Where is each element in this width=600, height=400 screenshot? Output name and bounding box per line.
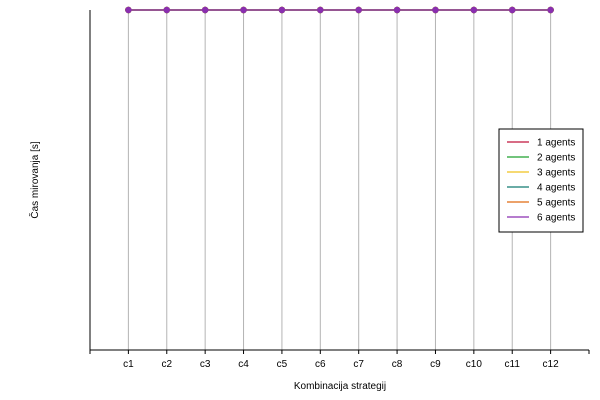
x-tick-label-c10: c10 (466, 359, 483, 370)
legend-label-5: 5 agents (537, 198, 575, 209)
legend: 1 agents 2 agents 3 agents 4 agents 5 agents… (498, 128, 584, 233)
x-tick-label-c2: c2 (161, 359, 172, 370)
x-tick-label-c8: c8 (392, 359, 403, 370)
data-point-s6-c2 (163, 6, 170, 14)
x-tick-label-c4: c4 (238, 359, 249, 370)
x-tick-label-c11: c11 (505, 359, 521, 370)
legend-box (498, 128, 584, 233)
data-point-s6-c5 (278, 6, 286, 14)
x-tick-label-c9: c9 (430, 359, 441, 370)
x-tick-label-c5: c5 (277, 359, 288, 370)
data-point-s6-c1 (125, 6, 132, 14)
x-tick-label-c1: c1 (123, 359, 134, 370)
data-point-s6-c3 (201, 6, 209, 14)
x-tick-label-c7: c7 (353, 359, 364, 370)
data-point-s6-c12 (547, 6, 554, 14)
x-tick-label-c6: c6 (315, 359, 326, 370)
data-point-s6-c9 (432, 6, 439, 14)
legend-label-1: 1 agents (537, 138, 575, 149)
axis-layer (89, 10, 590, 354)
label-layer: c1 c2 c3 c4 c5 c6 c7 c8 c9 c10 c11 c12 (123, 359, 559, 370)
legend-label-6: 6 agents (537, 213, 575, 224)
legend-label-3: 3 agents (537, 168, 575, 179)
y-axis-title: Čas mirovanja [s] (28, 141, 41, 218)
data-point-s6-c4 (240, 6, 247, 14)
legend-label-4: 4 agents (537, 183, 575, 194)
series-layer (125, 6, 554, 14)
data-point-s6-c10 (470, 6, 478, 14)
data-point-s6-c7 (355, 6, 362, 14)
data-point-s6-c8 (393, 6, 401, 14)
x-axis-title: Kombinacija strategij (294, 381, 386, 392)
data-point-s6-c11 (509, 6, 516, 14)
legend-label-2: 2 agents (537, 153, 575, 164)
x-tick-label-c3: c3 (200, 359, 211, 370)
grid-layer (127, 10, 552, 350)
x-tick-label-c12: c12 (543, 359, 560, 370)
data-point-s6-c6 (317, 6, 324, 14)
